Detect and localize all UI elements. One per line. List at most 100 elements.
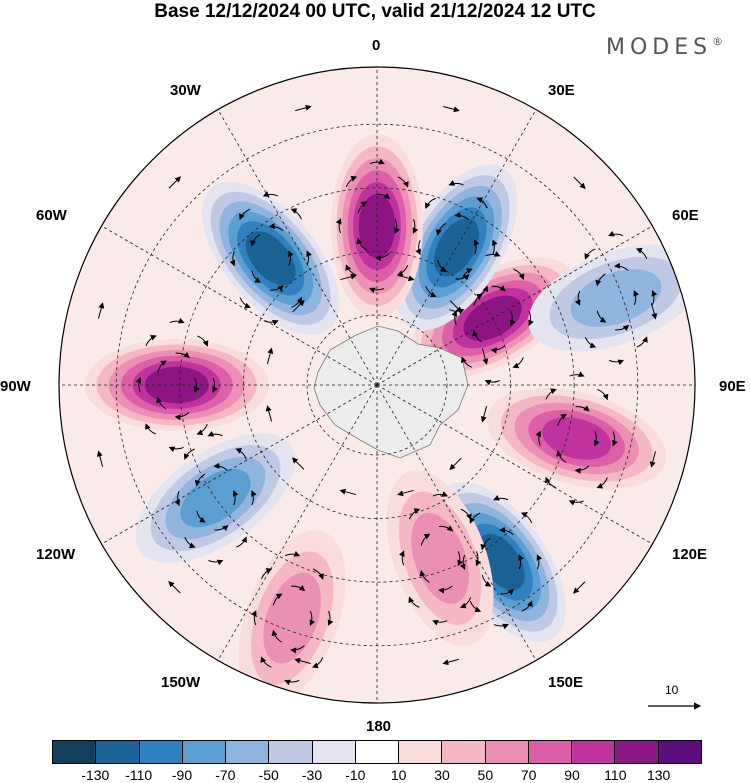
wind-vector [412, 218, 419, 234]
meridian-line [217, 384, 378, 661]
colorbar-swatch [615, 741, 659, 763]
wind-vector [408, 508, 421, 520]
wind-vector [568, 500, 584, 506]
meridian-line [217, 109, 378, 386]
wind-vector [485, 251, 501, 257]
wind-vector [455, 274, 470, 281]
wind-vector [473, 239, 480, 255]
wind-vector [194, 473, 206, 487]
colorbar-tick-label: 130 [646, 767, 671, 783]
lon-label-60w: 60W [36, 207, 67, 224]
wind-vector [614, 262, 629, 271]
colorbar-swatch [269, 741, 313, 763]
wind-vector [250, 233, 261, 247]
wind-vector [229, 251, 236, 267]
wind-vector [262, 191, 278, 197]
wind-vector [145, 335, 157, 347]
colorbar-swatch [226, 741, 270, 763]
colorbar-swatch [312, 741, 356, 763]
wind-vector [492, 239, 498, 255]
wind-vector [197, 335, 209, 347]
colorbar-tick-label: -70 [215, 767, 236, 783]
wind-vector [493, 495, 509, 501]
wind-vector [269, 285, 284, 292]
meridian-line [376, 384, 653, 545]
wind-vector [499, 588, 515, 596]
wind-vector [513, 268, 525, 280]
polar-map [58, 66, 702, 710]
wind-vector [356, 237, 367, 251]
lon-label-180: 180 [366, 718, 392, 735]
wind-vector [493, 623, 509, 630]
anomaly-105e-positive [486, 388, 667, 489]
colorbar-tick-label: -10 [345, 767, 366, 783]
colorbar [52, 740, 702, 764]
wind-vector [291, 296, 303, 308]
wind-vector [449, 300, 463, 313]
wind-vector [345, 176, 358, 188]
wind-vector [239, 208, 251, 221]
wind-vector [369, 158, 385, 165]
colorbar-swatch [485, 741, 529, 763]
wind-vector [518, 554, 524, 570]
colorbar-swatch [182, 741, 227, 763]
wind-vector [535, 430, 542, 446]
wind-vector [597, 388, 609, 401]
wind-vector [306, 250, 312, 266]
wind-vector [528, 311, 534, 327]
wind-vector [650, 303, 658, 320]
wind-vector [207, 430, 223, 437]
wind-vector [512, 357, 524, 369]
colorbar-swatch [53, 741, 97, 763]
meridian-line [101, 384, 378, 545]
wind-vector [168, 446, 184, 453]
colorbar-swatch [139, 741, 183, 763]
wind-vector [251, 610, 257, 626]
wind-vector [584, 248, 596, 260]
colorbar-tick-label: -50 [258, 767, 279, 783]
colorbar-swatch [96, 741, 140, 763]
anomaly-70e-negative [528, 244, 695, 352]
reference-vector-label: 10 [665, 683, 679, 697]
contour-level [570, 269, 662, 327]
wind-vector [635, 247, 648, 260]
wind-vector [442, 658, 459, 666]
wind-vector [272, 593, 283, 606]
wind-vector [168, 176, 181, 189]
lon-label-150e: 150E [548, 674, 584, 691]
wind-vector [290, 208, 302, 220]
wind-vector [448, 180, 464, 186]
colorbar-tick-label: 110 [604, 767, 627, 783]
anomaly-40w-negative [201, 181, 340, 335]
wind-vector [268, 223, 284, 232]
wind-vector [472, 329, 483, 343]
wind-vector [569, 371, 585, 377]
wind-vector [288, 250, 294, 266]
wind-vector [196, 510, 206, 523]
wind-vector [265, 405, 273, 422]
wind-vector [499, 526, 514, 536]
wind-vector [184, 537, 196, 549]
wind-vector [636, 336, 648, 348]
wind-vector [594, 431, 600, 447]
wind-vector [194, 377, 200, 393]
lon-label-90e: 90E [719, 378, 746, 395]
wind-vector [284, 679, 300, 686]
wind-vector [251, 270, 261, 283]
wind-vector [236, 536, 248, 548]
wind-vector [168, 581, 181, 594]
colorbar-swatch [442, 741, 486, 763]
wind-vector [156, 396, 167, 410]
wind-vector [175, 351, 190, 359]
colorbar-swatch [355, 741, 400, 763]
wind-vector [135, 377, 142, 393]
wind-vector [408, 596, 420, 608]
latitude-circle [306, 314, 448, 456]
wind-vector [294, 657, 311, 665]
wind-vector [454, 212, 470, 221]
wind-vector [239, 297, 251, 309]
land-layer [313, 325, 469, 459]
wind-vector [419, 570, 430, 583]
lon-label-90w: 90W [0, 378, 31, 395]
wind-vector [574, 465, 590, 474]
